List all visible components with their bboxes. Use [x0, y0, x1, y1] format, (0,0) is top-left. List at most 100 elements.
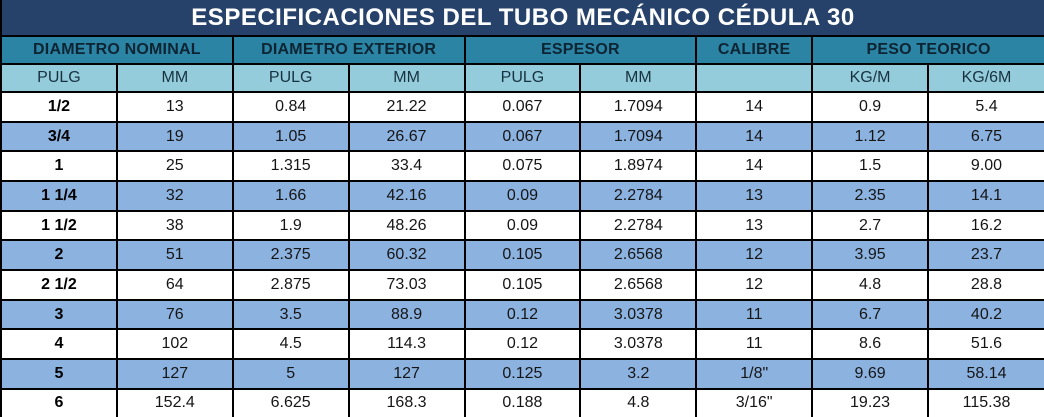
- table-cell: 12: [695, 269, 814, 301]
- table-cell: 14: [695, 120, 814, 153]
- table-cell: 2.7: [811, 209, 929, 242]
- table-cell: 0.9: [811, 91, 929, 123]
- table-cell: 3/16": [695, 387, 814, 417]
- table-row: 6 152.4 6.625 168.3 0.188 4.8 3/16" 19.23 115.38: [0, 387, 1044, 417]
- table-body: 1/2 13 0.84 21.22 0.067 1.7094 14 0.9 5.4 3/4 19 1.…: [0, 91, 1044, 417]
- table-cell: 1.12: [811, 120, 929, 153]
- table-cell: 32: [115, 180, 234, 212]
- table-cell: 9.00: [927, 150, 1044, 183]
- table-cell: 2.2784: [579, 180, 698, 212]
- table-head: ESPECIFICACIONES DEL TUBO MECÁNICO CÉDUL…: [0, 0, 1044, 93]
- table-cell: 1/8": [695, 358, 814, 390]
- table-cell: 4.5: [231, 328, 350, 361]
- table-cell: 168.3: [347, 387, 466, 417]
- table-cell: 127: [115, 358, 234, 390]
- table-cell: 2.375: [231, 239, 350, 272]
- table-cell: 2: [0, 239, 118, 272]
- table-cell: 28.8: [927, 269, 1044, 301]
- table-cell: 2.6568: [579, 269, 698, 301]
- subheader-calibre-empty: [695, 63, 814, 93]
- table-cell: 127: [347, 358, 466, 390]
- table-cell: 2.6568: [579, 239, 698, 272]
- table-cell: 1.05: [231, 120, 350, 153]
- table-cell: 33.4: [347, 150, 466, 183]
- table-cell: 114.3: [347, 328, 466, 361]
- table-cell: 1.8974: [579, 150, 698, 183]
- subheader-peso-kg6m: KG/6M: [927, 63, 1044, 93]
- table-cell: 1.7094: [579, 91, 698, 123]
- table-row: 1 1/4 32 1.66 42.16 0.09 2.2784 13 2.35 14.1: [0, 180, 1044, 212]
- table-cell: 13: [115, 91, 234, 123]
- subheader-row: PULG MM PULG MM PULG MM KG/M KG/6M: [0, 63, 1044, 93]
- table-cell: 12: [695, 239, 814, 272]
- table-cell: 51: [115, 239, 234, 272]
- table-cell: 1.5: [811, 150, 929, 183]
- group-header-row: DIAMETRO NOMINAL DIAMETRO EXTERIOR ESPES…: [0, 35, 1044, 65]
- col-group-espesor: ESPESOR: [463, 35, 698, 65]
- table-cell: 102: [115, 328, 234, 361]
- table-cell: 14: [695, 150, 814, 183]
- table-cell: 60.32: [347, 239, 466, 272]
- table-row: 1/2 13 0.84 21.22 0.067 1.7094 14 0.9 5.4: [0, 91, 1044, 123]
- table-cell: 3.5: [231, 298, 350, 331]
- table-cell: 1.9: [231, 209, 350, 242]
- table-cell: 9.69: [811, 358, 929, 390]
- table-row: 5 127 5 127 0.125 3.2 1/8" 9.69 58.14: [0, 358, 1044, 390]
- table-cell: 6.625: [231, 387, 350, 417]
- table-cell: 16.2: [927, 209, 1044, 242]
- table-cell: 58.14: [927, 358, 1044, 390]
- table-cell: 0.12: [463, 328, 582, 361]
- table-cell: 0.075: [463, 150, 582, 183]
- table-cell: 2 1/2: [0, 269, 118, 301]
- subheader-espesor-mm: MM: [579, 63, 698, 93]
- table-cell: 1.315: [231, 150, 350, 183]
- table-row: 3 76 3.5 88.9 0.12 3.0378 11 6.7 40.2: [0, 298, 1044, 331]
- table-cell: 26.67: [347, 120, 466, 153]
- table-cell: 0.12: [463, 298, 582, 331]
- table-cell: 19: [115, 120, 234, 153]
- table-cell: 76: [115, 298, 234, 331]
- title-row: ESPECIFICACIONES DEL TUBO MECÁNICO CÉDUL…: [0, 0, 1044, 37]
- table-cell: 0.105: [463, 269, 582, 301]
- table-cell: 6: [0, 387, 118, 417]
- table-row: 3/4 19 1.05 26.67 0.067 1.7094 14 1.12 6.75: [0, 120, 1044, 153]
- table-cell: 23.7: [927, 239, 1044, 272]
- table-cell: 38: [115, 209, 234, 242]
- table-cell: 152.4: [115, 387, 234, 417]
- subheader-espesor-pulg: PULG: [463, 63, 582, 93]
- table-cell: 5.4: [927, 91, 1044, 123]
- table-cell: 21.22: [347, 91, 466, 123]
- table-cell: 4.8: [811, 269, 929, 301]
- table-row: 1 1/2 38 1.9 48.26 0.09 2.2784 13 2.7 16.2: [0, 209, 1044, 242]
- table-cell: 51.6: [927, 328, 1044, 361]
- table-cell: 4: [0, 328, 118, 361]
- table-cell: 13: [695, 209, 814, 242]
- table-cell: 14.1: [927, 180, 1044, 212]
- table-cell: 13: [695, 180, 814, 212]
- table-cell: 5: [0, 358, 118, 390]
- table-cell: 0.125: [463, 358, 582, 390]
- table-cell: 0.188: [463, 387, 582, 417]
- table-cell: 0.067: [463, 120, 582, 153]
- table-title: ESPECIFICACIONES DEL TUBO MECÁNICO CÉDUL…: [0, 0, 1044, 37]
- table-cell: 1 1/4: [0, 180, 118, 212]
- table-cell: 3: [0, 298, 118, 331]
- table-row: 2 51 2.375 60.32 0.105 2.6568 12 3.95 23.7: [0, 239, 1044, 272]
- table-cell: 3/4: [0, 120, 118, 153]
- table-cell: 11: [695, 298, 814, 331]
- table-row: 4 102 4.5 114.3 0.12 3.0378 11 8.6 51.6: [0, 328, 1044, 361]
- table-row: 2 1/2 64 2.875 73.03 0.105 2.6568 12 4.8 28.8: [0, 269, 1044, 301]
- table-cell: 6.7: [811, 298, 929, 331]
- table-cell: 0.09: [463, 180, 582, 212]
- col-group-diametro-nominal: DIAMETRO NOMINAL: [0, 35, 234, 65]
- table-cell: 48.26: [347, 209, 466, 242]
- subheader-peso-kgm: KG/M: [811, 63, 929, 93]
- subheader-nominal-pulg: PULG: [0, 63, 118, 93]
- table-cell: 73.03: [347, 269, 466, 301]
- table-cell: 0.84: [231, 91, 350, 123]
- table-cell: 2.2784: [579, 209, 698, 242]
- table-cell: 115.38: [927, 387, 1044, 417]
- table-cell: 2.35: [811, 180, 929, 212]
- table-cell: 8.6: [811, 328, 929, 361]
